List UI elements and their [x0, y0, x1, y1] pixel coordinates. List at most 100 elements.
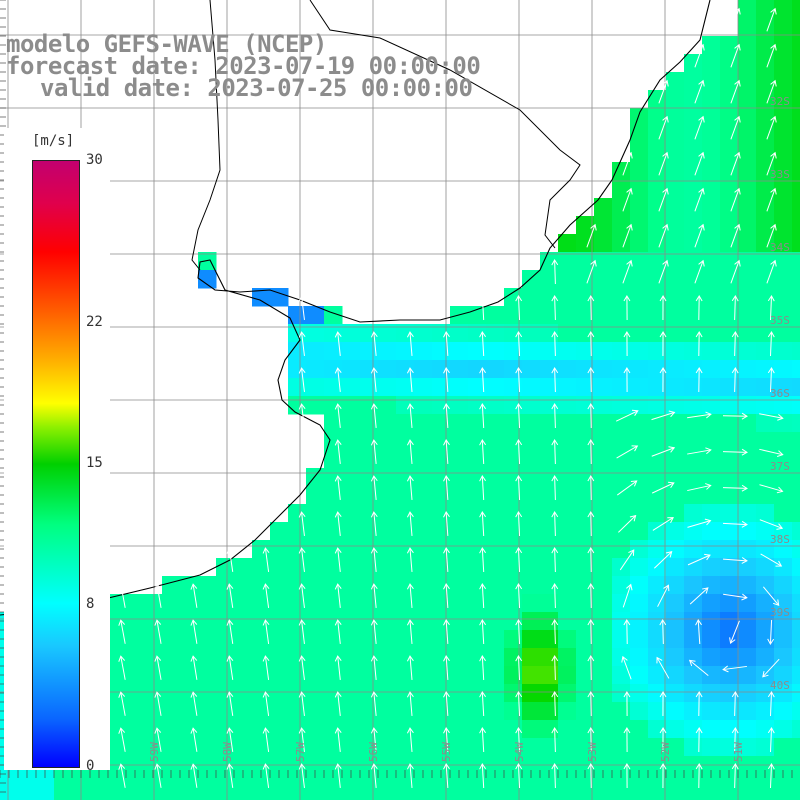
wind-cell — [342, 684, 361, 703]
wind-cell — [738, 288, 757, 307]
wind-arrow — [226, 619, 234, 644]
wind-cell — [576, 648, 595, 667]
wind-cell — [234, 558, 253, 577]
wind-cell — [486, 342, 505, 361]
wind-arrow — [406, 727, 414, 752]
wind-arrow — [731, 727, 739, 753]
wind-cell — [432, 576, 451, 595]
wind-arrow — [551, 655, 559, 681]
wind-cell — [486, 558, 505, 577]
wind-cell — [702, 270, 721, 289]
wind-cell — [792, 378, 800, 397]
wind-cell — [432, 720, 451, 739]
wind-cell — [252, 594, 271, 613]
wind-arrow — [551, 619, 559, 645]
wind-arrow — [370, 511, 378, 536]
wind-cell — [558, 306, 577, 325]
wind-cell — [432, 468, 451, 487]
wind-arrow — [443, 619, 450, 645]
wind-cell — [486, 324, 505, 343]
wind-arrow — [479, 583, 487, 609]
wind-cell — [648, 612, 667, 631]
wind-cell — [342, 792, 361, 800]
wind-cell — [558, 324, 577, 343]
wind-arrow — [262, 727, 270, 752]
wind-cell — [396, 648, 415, 667]
wind-cell — [702, 558, 721, 577]
wind-arrow — [298, 655, 306, 680]
wind-cell — [684, 540, 703, 559]
wind-cell — [450, 342, 469, 361]
wind-cell — [540, 594, 559, 613]
wind-cell — [702, 252, 721, 271]
wind-cell — [738, 162, 757, 181]
wind-arrow — [515, 547, 523, 573]
wind-arrow — [658, 115, 669, 140]
wind-cell — [324, 792, 343, 800]
wind-cell — [612, 720, 631, 739]
wind-arrow — [334, 511, 342, 536]
wind-arrow — [262, 691, 270, 716]
wind-arrow — [694, 43, 705, 68]
wind-cell — [378, 324, 397, 343]
wind-arrow — [406, 547, 414, 572]
wind-arrow — [262, 655, 270, 680]
wind-arrow — [694, 115, 705, 140]
wind-cell — [576, 540, 595, 559]
wind-cell — [468, 720, 487, 739]
wind-cell — [702, 90, 721, 109]
wind-cell — [774, 198, 793, 217]
wind-arrow — [370, 367, 378, 392]
wind-cell — [684, 468, 703, 487]
wind-cell — [162, 720, 181, 739]
wind-cell — [342, 558, 361, 577]
wind-cell — [144, 648, 163, 667]
wind-arrow — [551, 367, 559, 393]
wind-cell — [342, 612, 361, 631]
wind-cell — [270, 558, 289, 577]
wind-cell — [720, 54, 739, 73]
wind-cell — [720, 558, 739, 577]
wind-cell — [360, 540, 379, 559]
wind-cell — [342, 738, 361, 757]
wind-arrow — [722, 484, 748, 492]
wind-cell — [378, 792, 397, 800]
wind-cell — [648, 90, 667, 109]
wind-cell — [666, 288, 685, 307]
wind-arrow — [515, 367, 523, 393]
wind-arrow — [616, 445, 639, 459]
wind-cell — [288, 576, 307, 595]
wind-cell — [702, 396, 721, 415]
wind-cell — [792, 486, 800, 505]
wind-arrow — [515, 583, 523, 609]
wind-cell — [306, 738, 325, 757]
wind-cell — [648, 126, 667, 145]
wind-cell — [720, 594, 739, 613]
wind-cell — [684, 450, 703, 469]
wind-arrow — [651, 446, 676, 457]
wind-cell — [666, 396, 685, 415]
wind-cell — [648, 234, 667, 253]
wind-cell — [594, 504, 613, 523]
wind-cell — [468, 432, 487, 451]
wind-arrow — [653, 551, 673, 569]
wind-cell — [720, 396, 739, 415]
wind-cell — [702, 666, 721, 685]
wind-cell — [414, 630, 433, 649]
wind-arrow — [659, 691, 667, 717]
wind-cell — [342, 450, 361, 469]
wind-cell — [324, 774, 343, 793]
wind-cell — [270, 288, 289, 307]
wind-cell — [684, 396, 703, 415]
wind-arrow — [479, 691, 487, 717]
wind-cell — [360, 396, 379, 415]
wind-cell — [126, 612, 145, 631]
wind-cell — [702, 612, 721, 631]
wind-cell — [252, 738, 271, 757]
wind-cell — [378, 486, 397, 505]
wind-cell — [522, 378, 541, 397]
wind-cell — [666, 504, 685, 523]
wind-cell — [288, 558, 307, 577]
wind-cell — [666, 684, 685, 703]
wind-cell — [738, 414, 757, 433]
